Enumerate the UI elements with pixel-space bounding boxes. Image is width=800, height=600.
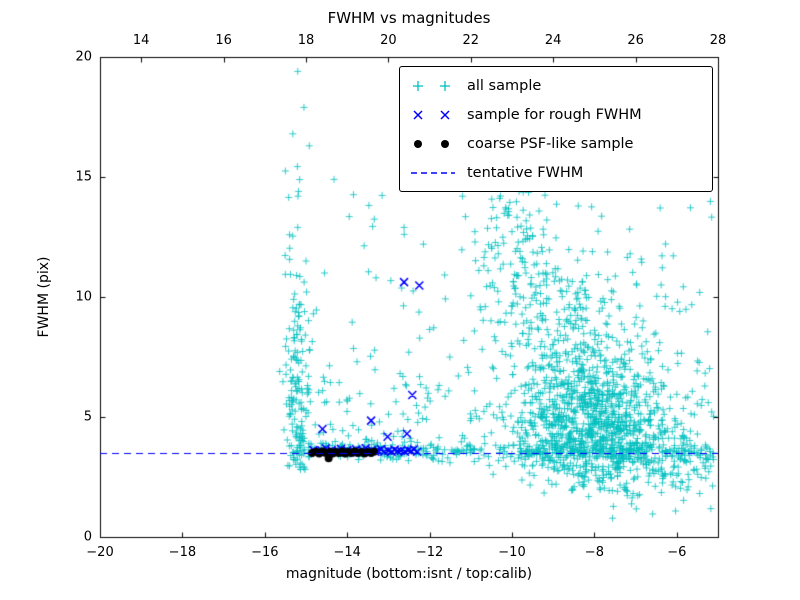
legend-entry-rough-fwhm: sample for rough FWHM xyxy=(409,100,703,129)
legend-label: all sample xyxy=(467,77,542,94)
x-axis-label: magnitude (bottom:isnt / top:calib) xyxy=(285,566,533,582)
dot-marker-icon xyxy=(414,139,449,148)
legend-entry-all-sample: all sample xyxy=(409,71,703,100)
chart-title: FWHM vs magnitudes xyxy=(327,9,491,27)
dashed-line-icon xyxy=(411,171,455,174)
x-marker-icon xyxy=(413,109,450,120)
legend: all sample sample for rough FWHM coarse … xyxy=(399,66,713,192)
legend-label: sample for rough FWHM xyxy=(467,106,642,123)
y-axis-label: FWHM (pix) xyxy=(36,256,52,338)
legend-entry-tentative-fwhm: tentative FWHM xyxy=(409,158,703,187)
legend-label: tentative FWHM xyxy=(467,164,584,181)
legend-entry-psf-like: coarse PSF-like sample xyxy=(409,129,703,158)
plus-marker-icon xyxy=(413,80,450,91)
legend-label: coarse PSF-like sample xyxy=(467,135,634,152)
